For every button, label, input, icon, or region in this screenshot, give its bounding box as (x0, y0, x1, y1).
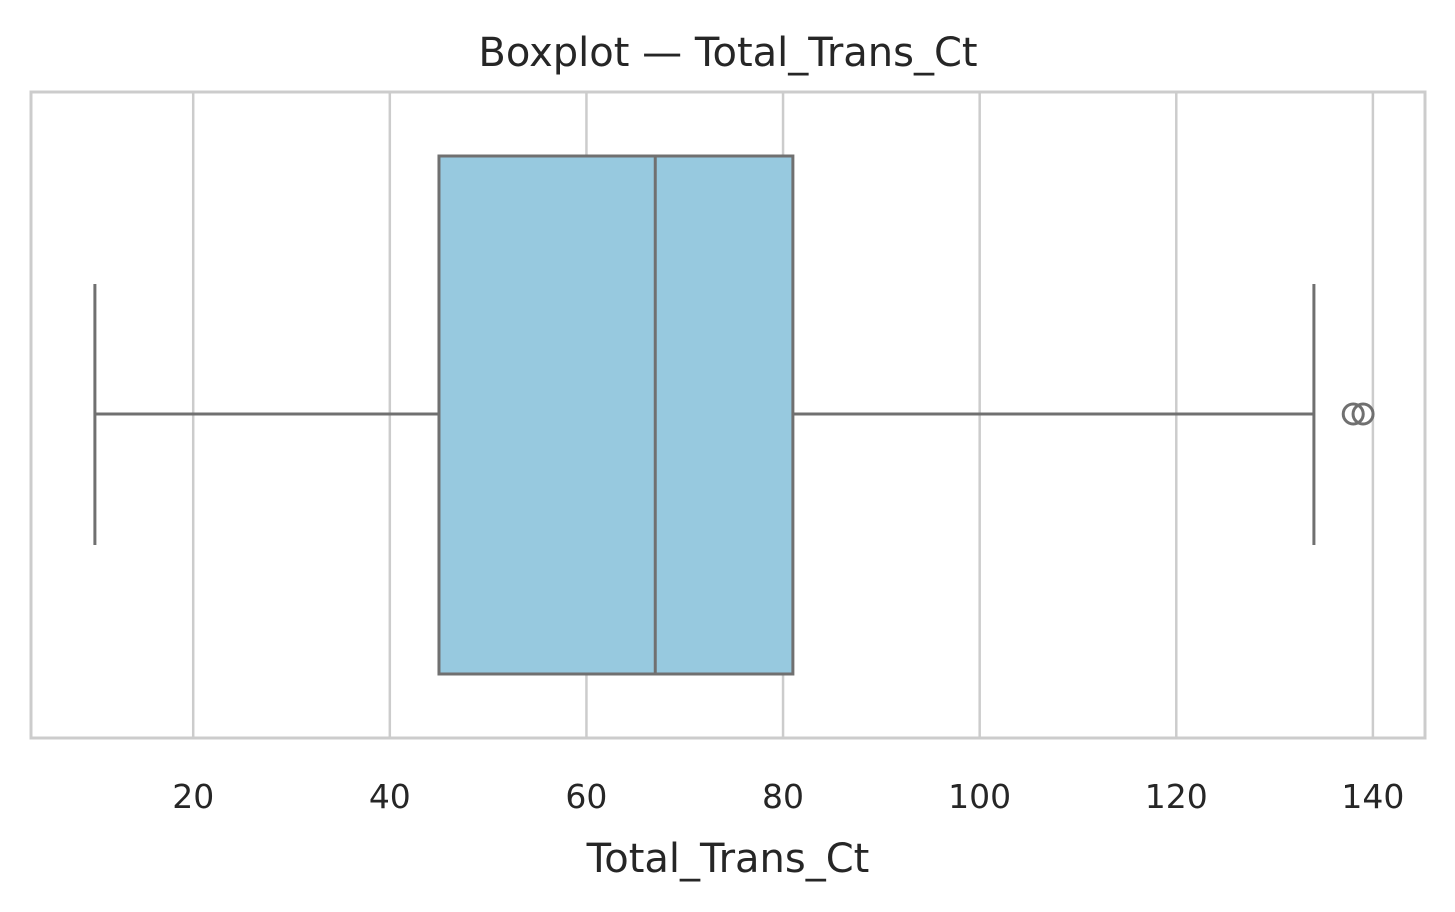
x-axis-label: Total_Trans_Ct (586, 836, 870, 882)
x-tick-label: 40 (369, 777, 411, 816)
plot-frame (29, 90, 1427, 740)
box-marks (93, 154, 1375, 676)
iqr-box (437, 154, 795, 676)
outlier-point (1341, 402, 1365, 426)
x-tick-label: 140 (1341, 777, 1404, 816)
outlier-point (1351, 402, 1375, 426)
x-tick-label: 100 (948, 777, 1011, 816)
x-tick-label: 120 (1145, 777, 1208, 816)
x-tick-labels: 20 40 60 80 100 120 140 (172, 777, 1404, 816)
chart-title: Boxplot — Total_Trans_Ct (478, 30, 977, 76)
x-tick-label: 80 (762, 777, 804, 816)
x-tick-label: 20 (172, 777, 214, 816)
x-tick-label: 60 (565, 777, 607, 816)
